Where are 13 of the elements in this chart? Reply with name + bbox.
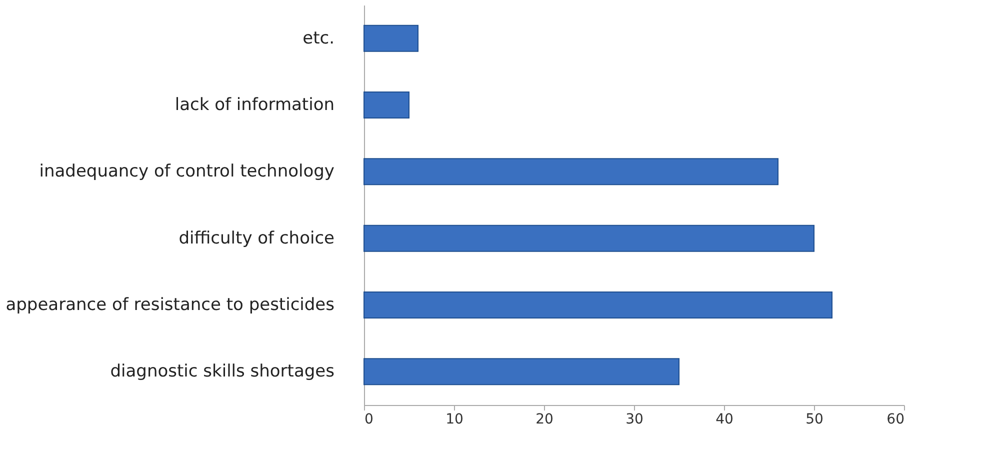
x-tick-label: 10 [446,412,464,428]
x-tick-label: 20 [536,412,554,428]
y-tick-label: difficulty of choice [178,228,334,248]
x-tick-label: 0 [364,412,374,428]
y-tick-label: etc. [302,28,334,48]
x-tick-label: 40 [716,412,734,428]
x-tick-label: 30 [626,412,644,428]
x-tick-label: 50 [806,412,824,428]
y-tick-label: appearance of resistance to pesticides [6,295,335,315]
y-tick-label: inadequancy of control technology [39,162,334,182]
y-tick-label: lack of information [174,95,334,115]
x-tick-label: 60 [886,412,904,428]
y-tick-label: diagnostic skills shortages [110,362,335,382]
